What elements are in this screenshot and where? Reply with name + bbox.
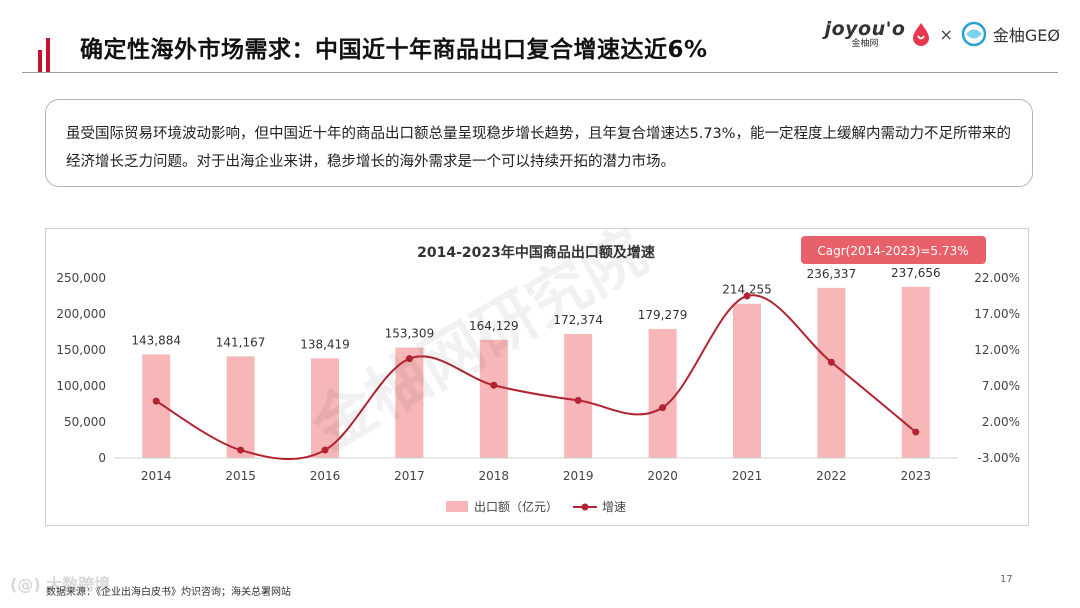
bar-value-label: 179,279 xyxy=(638,308,688,322)
legend-line-label: 增速 xyxy=(602,500,626,514)
bar-value-label: 153,309 xyxy=(385,327,435,341)
x-tick-label: 2017 xyxy=(394,469,425,483)
growth-point xyxy=(405,355,413,363)
y-left-tick-label: 100,000 xyxy=(56,379,106,393)
x-tick-label: 2021 xyxy=(732,469,763,483)
growth-point xyxy=(237,446,245,454)
cagr-badge-text: Cagr(2014-2023)=5.73% xyxy=(817,244,968,258)
bar-value-label: 138,419 xyxy=(300,337,350,351)
y-right-tick-label: 7.00% xyxy=(982,379,1020,393)
y-right-tick-label: 12.00% xyxy=(974,343,1020,357)
bar xyxy=(142,354,171,458)
x-tick-label: 2022 xyxy=(816,469,847,483)
geo-logo-text: 金柚GEØ xyxy=(992,26,1060,45)
export-chart: 2014-2023年中国商品出口额及增速 Cagr(2014-2023)=5.73… xyxy=(56,236,1020,514)
header-logos: joyou'o 金柚网 × 金柚GEØ xyxy=(825,14,1060,54)
joyouo-logo-text: joyou'o xyxy=(824,17,906,40)
footer-source: 数据来源：《企业出海白皮书》灼识咨询；海关总署网站 xyxy=(46,587,291,598)
bar xyxy=(479,339,508,458)
legend-bar-swatch xyxy=(446,501,468,512)
growth-point xyxy=(490,381,498,389)
header-divider xyxy=(22,72,1058,73)
bar-value-label: 214,255 xyxy=(722,283,772,297)
x-tick-label: 2023 xyxy=(901,469,932,483)
bar-value-label: 237,656 xyxy=(891,266,941,280)
chart-container: 2014-2023年中国商品出口额及增速 Cagr(2014-2023)=5.73… xyxy=(45,228,1029,526)
growth-point xyxy=(321,446,329,454)
bar-value-label: 143,884 xyxy=(131,333,181,347)
page-title: 确定性海外市场需求：中国近十年商品出口复合增速达近6% xyxy=(80,37,708,63)
growth-point xyxy=(574,396,582,404)
y-left-tick-label: 200,000 xyxy=(56,307,106,321)
growth-line xyxy=(155,294,917,461)
chart-title: 2014-2023年中国商品出口额及增速 xyxy=(417,244,655,261)
title-accent-mark xyxy=(38,38,58,72)
x-tick-label: 2020 xyxy=(647,469,678,483)
joyouo-logo-cn: 金柚网 xyxy=(851,38,879,49)
growth-point xyxy=(659,404,667,412)
logo-separator: × xyxy=(939,24,953,44)
bar xyxy=(817,287,846,458)
y-right-tick-label: 22.00% xyxy=(974,271,1020,285)
pomelo-drop-icon xyxy=(913,23,930,46)
growth-point xyxy=(827,358,835,366)
growth-point xyxy=(912,428,920,436)
bar xyxy=(733,303,761,458)
footer-brand-watermark: (@) 大数跨境 xyxy=(10,575,111,594)
growth-point xyxy=(152,397,160,405)
y-left-tick-label: 50,000 xyxy=(64,415,106,429)
bar-value-label: 164,129 xyxy=(469,319,519,333)
geo-swirl-icon xyxy=(961,21,987,47)
bar-value-label: 236,337 xyxy=(807,267,857,281)
legend-bar-label: 出口额（亿元） xyxy=(474,499,558,514)
bar xyxy=(564,333,593,458)
y-left-tick-label: 250,000 xyxy=(56,271,106,285)
growth-point xyxy=(743,292,751,300)
x-tick-label: 2015 xyxy=(225,469,256,483)
x-tick-label: 2014 xyxy=(141,469,172,483)
x-tick-label: 2019 xyxy=(563,469,594,483)
cagr-badge xyxy=(801,236,986,264)
legend-line-marker xyxy=(581,503,589,511)
y-left-tick-label: 150,000 xyxy=(56,343,106,357)
x-tick-label: 2018 xyxy=(479,469,510,483)
bar xyxy=(226,356,255,458)
bar xyxy=(648,328,677,458)
description-box: 虽受国际贸易环境波动影响，但中国近十年的商品出口额总量呈现稳步增长趋势，且年复合… xyxy=(45,99,1033,187)
y-right-tick-label: 2.00% xyxy=(982,415,1020,429)
bar-value-label: 172,374 xyxy=(553,313,603,327)
bar xyxy=(395,347,424,458)
y-left-tick-label: 0 xyxy=(98,451,106,465)
bar-value-label: 141,167 xyxy=(216,335,266,349)
x-tick-label: 2016 xyxy=(310,469,341,483)
y-right-tick-label: -3.00% xyxy=(978,451,1020,465)
bar xyxy=(311,358,339,458)
joyouo-logo: joyou'o 金柚网 xyxy=(824,17,906,49)
page-number: 17 xyxy=(1000,574,1013,585)
description-text: 虽受国际贸易环境波动影响，但中国近十年的商品出口额总量呈现稳步增长趋势，且年复合… xyxy=(66,126,1012,170)
y-right-tick-label: 17.00% xyxy=(974,307,1020,321)
